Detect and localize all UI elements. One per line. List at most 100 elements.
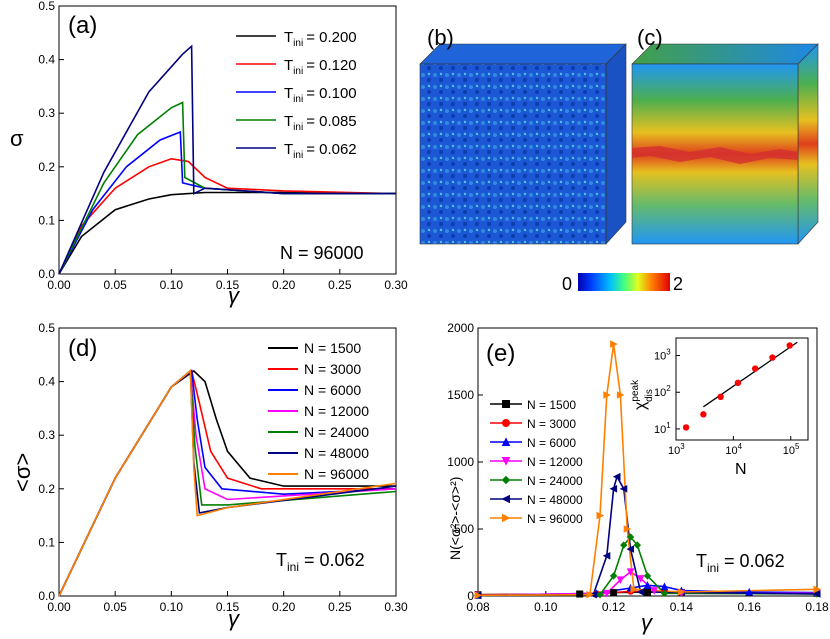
panel-e-marker	[812, 590, 821, 598]
inset-ytick-base: 10	[654, 387, 666, 399]
panel-a-legend-sub: ini	[293, 66, 303, 77]
panel-e-annotation: Tini = 0.062	[696, 551, 785, 575]
panel-e-marker	[609, 484, 618, 493]
panel-e-marker	[603, 589, 611, 598]
panel-e-marker	[619, 484, 628, 493]
panel-a-annotation: N = 96000	[280, 243, 364, 263]
panel-e-legend-label-5: N = 48000	[527, 493, 583, 507]
panel-a-xtick-label: 0.30	[384, 278, 408, 292]
panel-e-annotation-sub: ini	[707, 561, 719, 575]
panel-e-marker	[620, 541, 628, 549]
panel-e-ytick-label: 500	[454, 522, 474, 536]
panel-a-xtick-label: 0.20	[272, 278, 296, 292]
panel-e-marker	[643, 572, 652, 580]
inset-ylabel: χpeak dis	[630, 379, 655, 410]
cube-c-side-face	[797, 43, 819, 245]
inset-xtick-label: 105	[783, 442, 800, 457]
panel-e-marker	[586, 590, 594, 599]
inset-ytick-base: 10	[654, 424, 666, 436]
panel-a-legend-label-2: Tini = 0.100	[284, 85, 357, 105]
panel-a-legend-value: = 0.200	[306, 29, 356, 46]
inset-point	[786, 342, 793, 349]
panel-a-legend-prefix: T	[284, 57, 293, 74]
panel-d-xtick-label: 0.25	[328, 600, 352, 614]
panel-a-label: (a)	[68, 12, 97, 39]
panel-a-xtick-label: 0.15	[216, 278, 240, 292]
panel-e-ytick-label: 1500	[447, 388, 474, 402]
inset-ytick-base: 10	[654, 351, 666, 363]
panel-a-legend-prefix: T	[284, 85, 293, 102]
panel-b-label: (b)	[427, 25, 454, 50]
inset-point	[700, 411, 707, 418]
panel-e-xtick-label: 0.10	[534, 600, 558, 614]
panel-e-legend-marker-6	[502, 513, 511, 523]
panel-e-series-line-6	[477, 343, 818, 597]
panel-e-marker	[609, 572, 618, 580]
panel-a-legend-prefix: T	[284, 141, 293, 158]
panel-e-marker	[643, 581, 652, 589]
inset-point	[734, 379, 742, 387]
inset-xtick-base: 10	[783, 445, 795, 457]
panel-a-xlabel: γ	[228, 283, 241, 308]
panel-e-marker	[636, 575, 645, 583]
inset-point	[751, 365, 759, 372]
colorbar-gradient	[578, 273, 670, 291]
panel-e-legend-marker-3	[501, 457, 511, 466]
panel-e-xtick-label: 0.18	[805, 600, 829, 614]
panel-d-legend-label-2: N = 6000	[304, 382, 361, 398]
panel-d-legend-label-3: N = 12000	[304, 403, 369, 419]
panel-a-xtick-label: 0.05	[103, 278, 127, 292]
panel-e-xtick-label: 0.12	[602, 600, 626, 614]
panel-d-legend-label-1: N = 3000	[304, 361, 361, 377]
panel-a-xtick-label: 0.10	[160, 278, 184, 292]
panel-e-marker	[612, 472, 621, 481]
panel-e-legend-marker-5	[501, 494, 510, 504]
panel-a-legend-value: = 0.100	[306, 85, 356, 102]
panel-d-ytick-label: 0.3	[38, 428, 55, 442]
panel-a-marks: 0.00 0.05 0.10 0.15 0.20 0.25 0.30 0.0 0.1 0.2 0.3…	[38, 0, 408, 292]
panel-a-legend-value: = 0.120	[306, 57, 356, 74]
panel-e-legend-label-4: N = 24000	[527, 474, 583, 488]
inset-xtick-label: 103	[668, 442, 685, 457]
inset-xlabel: N	[735, 461, 747, 478]
panel-e-marker	[630, 585, 639, 594]
panel-e-legend-label-2: N = 6000	[527, 436, 576, 450]
panel-e-marker	[603, 391, 611, 399]
inset-xtick-exp: 5	[795, 442, 800, 451]
inset-point	[717, 393, 724, 401]
panel-e-marker	[633, 541, 642, 549]
panel-a-legend-label-4: Tini = 0.062	[284, 141, 357, 161]
panel-e-marker	[660, 589, 669, 598]
panel-e-marker	[596, 511, 605, 520]
panel-c-label: (c)	[637, 25, 663, 50]
panel-d-legend-label-6: N = 96000	[304, 466, 369, 482]
panel-a-series-line-4	[58, 44, 396, 275]
panel-e-xtick-label: 0.16	[738, 600, 762, 614]
inset-xtick-label: 104	[725, 442, 742, 457]
panel-d-series-line-6	[58, 369, 397, 597]
inset-ylabel-main: χ	[632, 401, 649, 410]
panel-e-ytick-label: 0	[467, 589, 474, 603]
panel-e-marker	[616, 391, 625, 399]
panel-d-xtick-label: 0.20	[272, 600, 296, 614]
panel-e-legend-label-3: N = 12000	[527, 455, 583, 469]
panel-d-annotation-sub: ini	[287, 560, 299, 574]
panel-e-marker	[626, 533, 635, 541]
inset-ytick-exp: 1	[666, 421, 671, 430]
panel-e-annotation-value: = 0.062	[719, 551, 785, 571]
panel-e-legend-marker-0	[502, 400, 510, 408]
panel-e-xtick-label: 0.14	[670, 600, 694, 614]
inset-ylabel-sub: dis	[644, 389, 655, 402]
panel-d-label: (d)	[68, 335, 97, 362]
panel-e-annotation-prefix: T	[696, 551, 707, 571]
panel-e-marker	[616, 576, 625, 585]
panel-e-marker	[474, 591, 483, 600]
inset-ytick-label: 103	[654, 348, 671, 363]
panel-d-annotation-prefix: T	[276, 550, 287, 570]
panel-e-marker	[677, 588, 686, 596]
panel-e-ylabel: N(<σ²>-<σ>²)	[447, 477, 463, 560]
inset-point	[769, 354, 776, 361]
panel-a-ylabel: σ	[10, 126, 24, 151]
panel-d-legend-label-5: N = 48000	[304, 445, 369, 461]
